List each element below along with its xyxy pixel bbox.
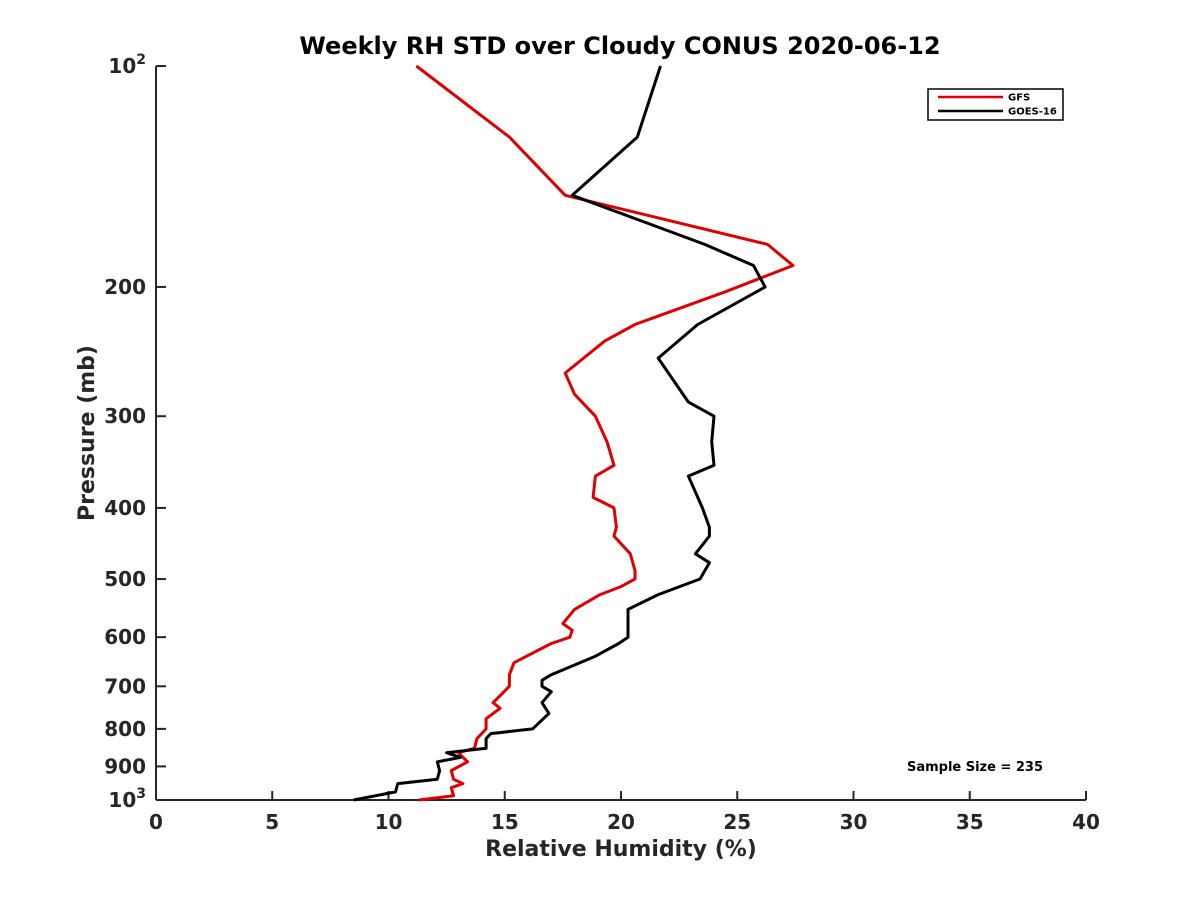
legend-label-gfs: GFS [1008, 93, 1030, 104]
y-tick-label: 500 [104, 567, 146, 591]
x-tick-label: 5 [265, 810, 279, 834]
y-tick-label: 200 [104, 275, 146, 299]
y-tick-label: 600 [104, 625, 146, 649]
x-tick-label: 10 [375, 810, 403, 834]
chart-title: Weekly RH STD over Cloudy CONUS 2020-06-… [299, 32, 940, 60]
y-tick-base: 10 [108, 54, 136, 78]
y-tick-label: 103 [108, 786, 146, 812]
y-axis-label: Pressure (mb) [75, 345, 100, 521]
x-tick-label: 40 [1072, 810, 1100, 834]
plot-area: 0 5 10 15 20 25 30 35 40 10220030040050060070080… [104, 52, 1100, 834]
sample-size-annotation: Sample Size = 235 [907, 760, 1043, 775]
x-tick-label: 15 [491, 810, 519, 834]
x-tick-label: 25 [723, 810, 751, 834]
x-tick-label: 0 [149, 810, 163, 834]
y-tick-label: 300 [104, 404, 146, 428]
x-tick-label: 20 [607, 810, 635, 834]
y-tick-label: 700 [104, 674, 146, 698]
legend: GFS GOES-16 [927, 88, 1064, 121]
legend-box [927, 88, 1064, 121]
y-tick-label: 102 [108, 52, 146, 78]
y-tick-exponent: 3 [136, 786, 146, 802]
y-tick-label: 800 [104, 717, 146, 741]
y-tick-label: 900 [104, 754, 146, 778]
series-layer [353, 64, 795, 802]
x-axis-label: Relative Humidity (%) [485, 837, 757, 862]
series-line-goes-16 [353, 65, 767, 802]
x-tick-label: 30 [840, 810, 868, 834]
x-tick-label: 35 [956, 810, 984, 834]
legend-label-goes-16: GOES-16 [1008, 107, 1057, 118]
x-axis-ticks: 0 5 10 15 20 25 30 35 40 [149, 791, 1100, 834]
y-tick-base: 10 [108, 788, 136, 812]
y-tick-label: 400 [104, 496, 146, 520]
y-tick-exponent: 2 [136, 52, 146, 68]
